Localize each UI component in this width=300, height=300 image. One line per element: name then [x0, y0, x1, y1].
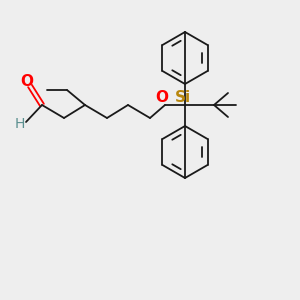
Text: O: O [20, 74, 34, 89]
Text: Si: Si [175, 89, 191, 104]
Text: H: H [15, 117, 25, 131]
Text: O: O [155, 89, 169, 104]
